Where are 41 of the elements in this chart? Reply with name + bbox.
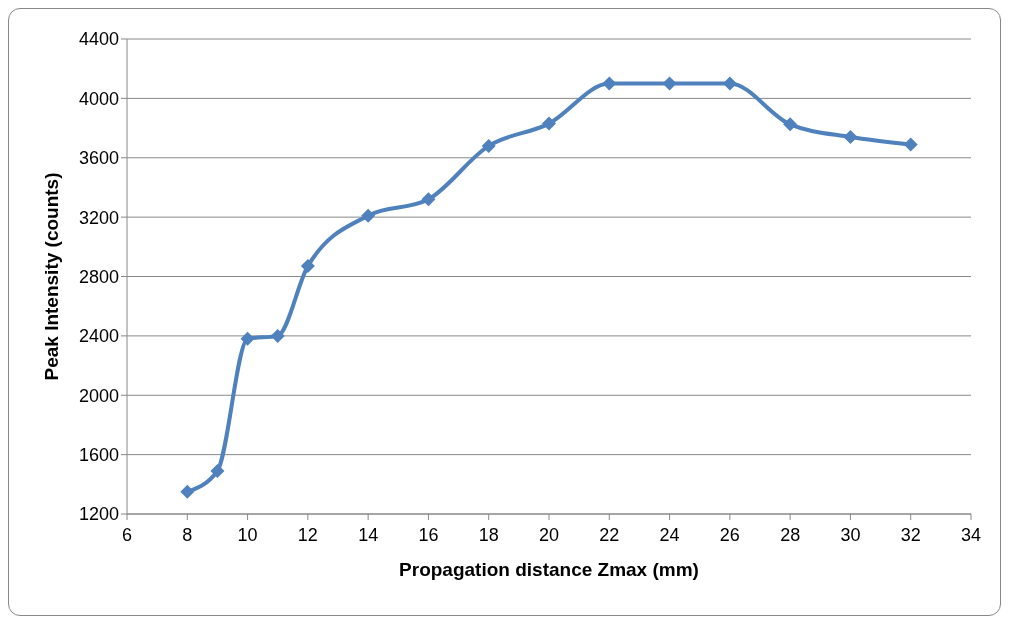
x-tick-label: 30 <box>840 524 861 545</box>
y-tick-label: 3200 <box>78 207 119 228</box>
x-axis-title: Propagation distance Zmax (mm) <box>399 559 699 580</box>
y-tick-label: 2000 <box>78 385 119 406</box>
x-tick-label: 12 <box>297 524 318 545</box>
y-tick-label: 4000 <box>78 88 119 109</box>
x-tick-label: 18 <box>478 524 499 545</box>
x-tick-label: 32 <box>900 524 921 545</box>
point <box>542 116 556 131</box>
x-tick-label: 6 <box>121 524 133 545</box>
point <box>481 138 496 153</box>
y-tick-label: 2800 <box>78 266 119 287</box>
point <box>361 208 376 223</box>
point <box>300 259 315 274</box>
point <box>903 137 918 152</box>
point <box>722 76 737 91</box>
y-tick-label: 1200 <box>78 504 119 525</box>
x-tick-label: 28 <box>780 524 801 545</box>
point <box>843 129 858 144</box>
point <box>270 328 285 343</box>
x-tick-label: 26 <box>719 524 740 545</box>
point <box>662 76 677 91</box>
y-tick-label: 1600 <box>78 445 119 466</box>
point <box>783 117 798 132</box>
point <box>602 76 617 91</box>
x-tick-label: 16 <box>418 524 439 545</box>
x-tick-label: 20 <box>538 524 560 545</box>
x-tick-label: 8 <box>182 524 193 545</box>
y-tick-label: 4400 <box>78 29 119 50</box>
x-tick-label: 10 <box>237 524 258 545</box>
x-tick-label: 14 <box>358 524 379 545</box>
x-tick-label: 34 <box>960 524 982 545</box>
point <box>210 463 225 478</box>
x-tick-label: 22 <box>599 524 620 545</box>
point <box>240 331 255 346</box>
y-tick-label: 2400 <box>78 326 119 347</box>
point <box>421 192 436 207</box>
x-tick-label: 24 <box>659 524 680 545</box>
point <box>180 484 195 499</box>
y-tick-label: 3600 <box>78 148 119 169</box>
y-axis-title: Peak Intensity (counts) <box>40 172 62 381</box>
